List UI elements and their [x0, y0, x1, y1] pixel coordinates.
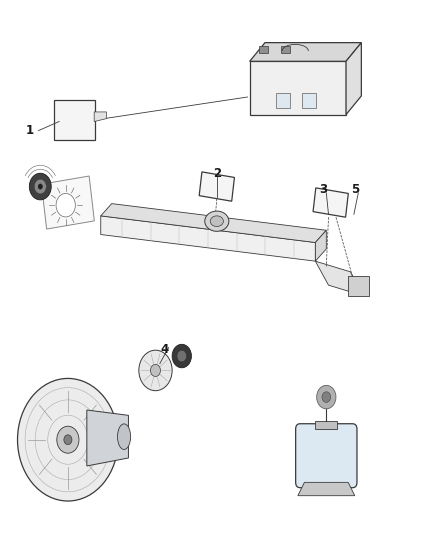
Circle shape: [317, 385, 336, 409]
Polygon shape: [298, 482, 355, 496]
Polygon shape: [250, 61, 346, 115]
Text: 2: 2: [213, 167, 221, 180]
Circle shape: [172, 344, 191, 368]
Ellipse shape: [210, 216, 223, 227]
Polygon shape: [42, 176, 94, 229]
Text: 5: 5: [351, 183, 359, 196]
Text: 4: 4: [160, 343, 168, 356]
FancyBboxPatch shape: [296, 424, 357, 488]
Circle shape: [18, 378, 118, 501]
Text: 3: 3: [319, 183, 327, 196]
Bar: [302, 93, 316, 108]
Circle shape: [38, 184, 42, 189]
Circle shape: [57, 426, 79, 453]
Polygon shape: [101, 216, 315, 261]
Text: 1: 1: [26, 124, 34, 137]
Polygon shape: [54, 100, 95, 140]
Polygon shape: [313, 188, 348, 217]
Circle shape: [322, 392, 331, 402]
Bar: [281, 46, 290, 53]
Circle shape: [177, 350, 187, 362]
Bar: [315, 421, 337, 429]
Polygon shape: [94, 112, 106, 122]
Circle shape: [151, 365, 160, 376]
Bar: [258, 46, 268, 53]
Circle shape: [56, 193, 75, 217]
Polygon shape: [315, 261, 364, 296]
Polygon shape: [346, 43, 361, 115]
Circle shape: [34, 179, 46, 194]
Circle shape: [29, 173, 51, 200]
Ellipse shape: [117, 424, 131, 449]
Polygon shape: [101, 204, 326, 243]
Polygon shape: [87, 410, 128, 466]
Bar: [348, 276, 369, 296]
Polygon shape: [250, 43, 361, 61]
Circle shape: [139, 350, 172, 391]
Bar: [276, 93, 290, 108]
Ellipse shape: [205, 211, 229, 231]
Polygon shape: [199, 172, 234, 201]
Polygon shape: [315, 230, 326, 261]
Circle shape: [64, 435, 72, 445]
